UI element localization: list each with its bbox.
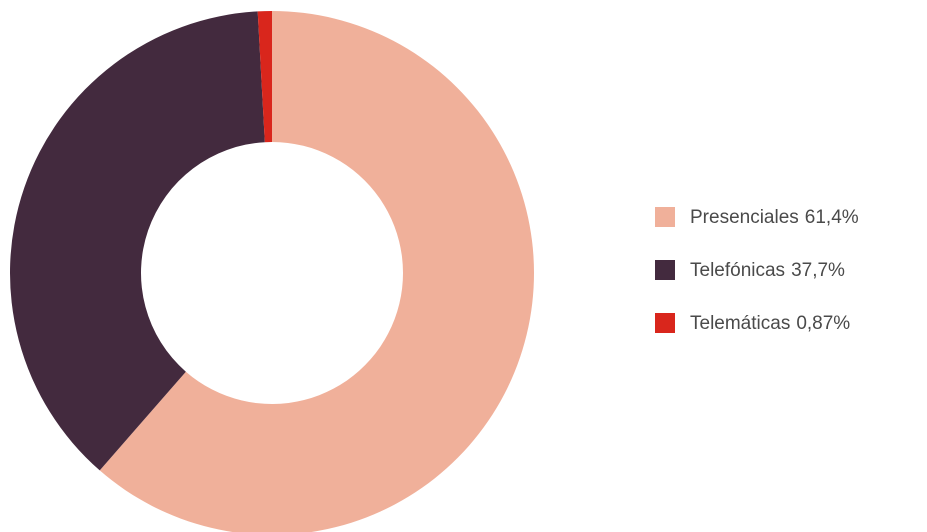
legend-name: Telemáticas [690,313,790,334]
legend-swatch [655,260,675,280]
donut-slice [257,11,272,143]
legend-label: Presenciales 61,4% [690,207,859,228]
legend-swatch [655,207,675,227]
legend-name: Telefónicas [690,260,785,281]
legend-value: 61,4% [805,207,859,228]
donut-slice [9,11,265,471]
legend-label: Telemáticas 0,87% [690,313,850,334]
donut-slice [99,11,534,532]
legend-name: Presenciales [690,207,799,228]
legend-value: 37,7% [791,260,845,281]
legend-label: Telefónicas 37,7% [690,260,845,281]
legend-value: 0,87% [796,313,850,334]
legend-swatch [655,313,675,333]
